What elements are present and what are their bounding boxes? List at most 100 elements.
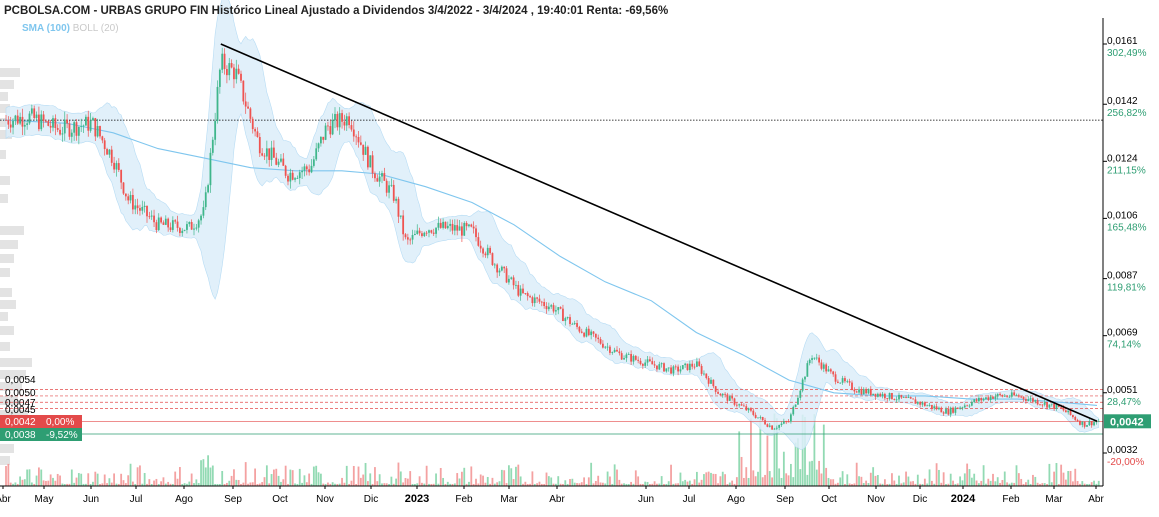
candle bbox=[1086, 424, 1088, 427]
candle bbox=[211, 136, 214, 156]
candle bbox=[879, 392, 882, 398]
candle bbox=[700, 363, 703, 376]
candle bbox=[625, 352, 628, 362]
low-price: 0,0038 bbox=[5, 430, 36, 441]
volume-bar bbox=[287, 483, 289, 486]
candle bbox=[938, 406, 940, 411]
candle bbox=[195, 224, 198, 231]
volume-profile-bar bbox=[0, 410, 28, 419]
candle bbox=[978, 394, 980, 404]
candle bbox=[374, 171, 376, 182]
sma-line bbox=[3, 119, 1098, 406]
volume-bar bbox=[804, 416, 806, 486]
candle bbox=[538, 294, 541, 304]
volume-bar bbox=[564, 480, 567, 486]
volume-profile-bar bbox=[0, 268, 10, 277]
volume-bar bbox=[294, 483, 296, 486]
volume-bar bbox=[837, 482, 839, 486]
volume-bar bbox=[449, 483, 452, 486]
candle bbox=[949, 406, 952, 418]
candle bbox=[832, 370, 835, 377]
volume-bar bbox=[641, 483, 644, 486]
candle bbox=[508, 275, 510, 285]
candle bbox=[289, 168, 292, 189]
volume-bar bbox=[284, 465, 287, 486]
y-tick-label: 0,0161 bbox=[1107, 36, 1138, 47]
volume-bar bbox=[681, 481, 684, 486]
volume-bar bbox=[1020, 478, 1023, 486]
volume-bar bbox=[423, 483, 426, 486]
candle bbox=[200, 214, 202, 225]
candle bbox=[963, 403, 966, 409]
volume-bar bbox=[87, 473, 90, 486]
candle bbox=[395, 196, 397, 204]
candle bbox=[357, 130, 360, 148]
volume-bar bbox=[571, 478, 574, 486]
volume-bar bbox=[237, 479, 240, 486]
volume-bar bbox=[853, 483, 856, 486]
volume-bar bbox=[160, 481, 162, 486]
volume-bar bbox=[1090, 482, 1093, 486]
volume-bar bbox=[108, 478, 111, 486]
volume-bar bbox=[1093, 480, 1095, 486]
volume-bar bbox=[458, 478, 461, 486]
volume-bar bbox=[616, 469, 618, 486]
candle bbox=[766, 423, 769, 428]
volume-bar bbox=[585, 483, 588, 486]
candle bbox=[87, 110, 90, 137]
candle bbox=[428, 229, 430, 238]
volume-bar bbox=[1067, 471, 1070, 486]
volume-bar bbox=[320, 473, 322, 486]
candle bbox=[223, 48, 226, 75]
volume-bar bbox=[402, 482, 405, 486]
y-tick-label: 0,0124 bbox=[1107, 153, 1138, 164]
volume-bar bbox=[463, 467, 466, 486]
volume-bar bbox=[186, 483, 188, 486]
x-tick-label: Oct bbox=[821, 494, 837, 505]
volume-bar bbox=[881, 483, 884, 486]
volume-bar bbox=[780, 477, 783, 486]
volume-bar bbox=[364, 462, 367, 486]
candle bbox=[566, 316, 569, 320]
volume-bar bbox=[42, 480, 45, 486]
volume-bar bbox=[101, 483, 104, 486]
volume-bar bbox=[150, 483, 153, 486]
candle bbox=[303, 163, 306, 177]
candle bbox=[491, 252, 494, 267]
volume-bar bbox=[752, 470, 755, 486]
volume-bar bbox=[731, 480, 734, 486]
candle bbox=[120, 169, 123, 190]
candle bbox=[658, 361, 661, 371]
volume-bar bbox=[923, 478, 926, 486]
candle bbox=[315, 142, 318, 161]
volume-bar bbox=[1064, 479, 1067, 486]
volume-bar bbox=[1072, 481, 1074, 486]
candle bbox=[1088, 418, 1091, 426]
volume-bar bbox=[1036, 482, 1039, 486]
volume-bar bbox=[1062, 472, 1065, 486]
volume-bar bbox=[26, 469, 29, 486]
candle bbox=[616, 346, 618, 352]
trendline bbox=[220, 43, 1098, 423]
volume-profile-bar bbox=[0, 288, 12, 297]
candle bbox=[536, 296, 538, 303]
candle bbox=[66, 114, 68, 129]
volume-bar bbox=[132, 481, 134, 486]
candle bbox=[256, 127, 259, 138]
volume-bar bbox=[263, 477, 266, 486]
candle bbox=[12, 118, 14, 135]
candle bbox=[402, 210, 405, 241]
candle bbox=[489, 245, 491, 255]
candle bbox=[806, 360, 809, 377]
volume-bar bbox=[966, 463, 969, 486]
candle bbox=[707, 376, 710, 387]
volume-bar bbox=[550, 477, 553, 486]
volume-bar bbox=[569, 479, 571, 486]
volume-bar bbox=[52, 477, 54, 486]
candle bbox=[439, 218, 442, 229]
x-tick-label: Abr bbox=[549, 494, 565, 505]
candle bbox=[1090, 421, 1093, 428]
volume-bar bbox=[618, 479, 621, 486]
candle bbox=[705, 373, 708, 380]
volume-profile-bar bbox=[0, 456, 10, 465]
